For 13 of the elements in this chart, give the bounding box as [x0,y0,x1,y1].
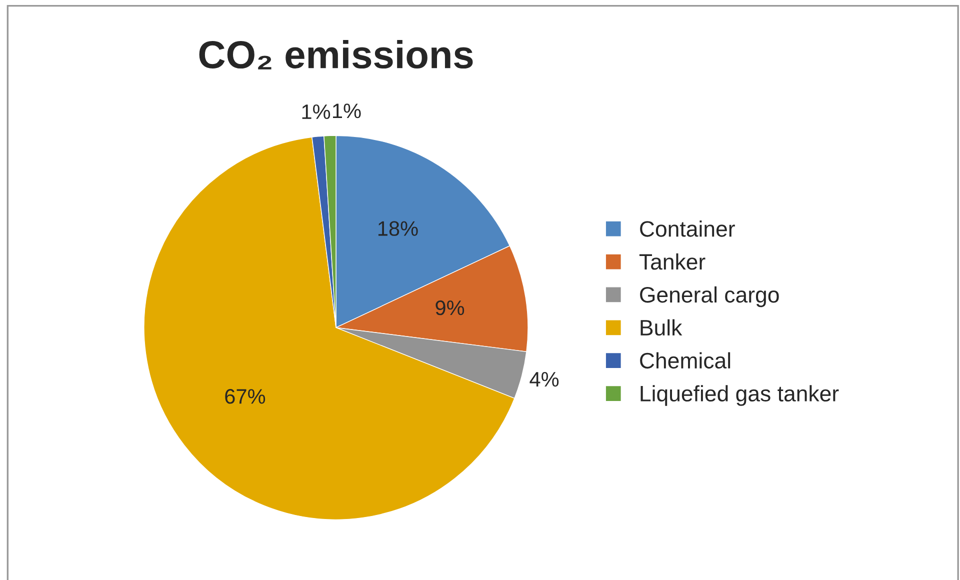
data-label: 1% [333,104,361,118]
data-label: 18% [378,221,418,236]
legend-label: Bulk [640,319,682,336]
data-label: 9% [436,300,464,316]
legend-label: Liquefied gas tanker [640,385,839,406]
legend-label: Container [640,220,735,237]
data-label: 1% [302,104,330,120]
data-label: 4% [530,372,559,387]
legend-label: Tanker [639,253,706,270]
legend-label: General cargo [640,286,779,308]
legend-label: Chemical [640,352,730,369]
chart-title: CO₂ emissions [199,40,473,70]
data-label: 67% [225,389,266,404]
